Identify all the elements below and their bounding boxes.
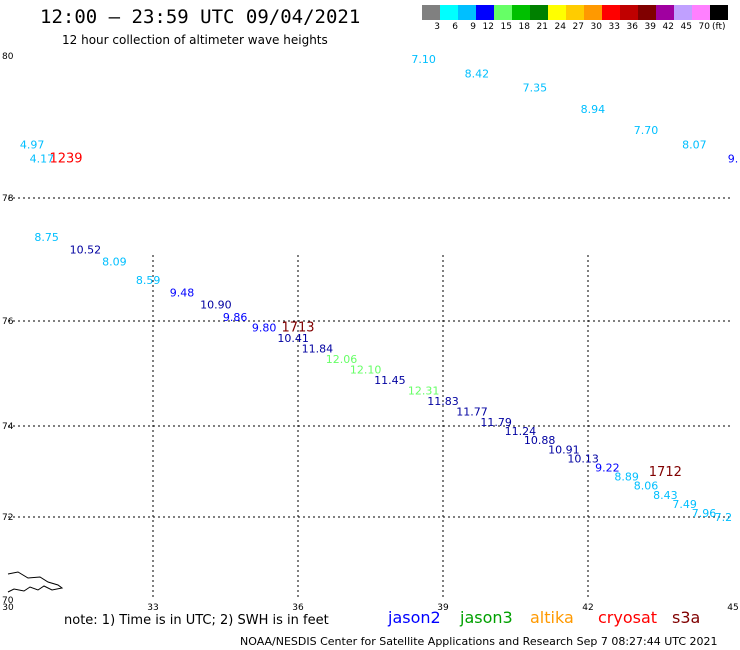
lat-tick-label: 72 xyxy=(2,513,13,523)
lat-tick-label: 70 xyxy=(2,596,14,606)
colorbar-label: 15 xyxy=(500,22,512,32)
satellite-legend-item: s3a xyxy=(672,608,701,627)
wave-height-label: 10.41 xyxy=(277,332,309,345)
colorbar-swatch xyxy=(494,5,512,20)
colorbar-label: 6 xyxy=(452,22,458,32)
colorbar-swatch xyxy=(530,5,548,20)
pass-time-label: 1713 xyxy=(281,321,314,336)
wave-height-label: 7.96 xyxy=(692,507,717,520)
wave-height-label: 10.91 xyxy=(548,443,580,456)
wave-height-label: 7.35 xyxy=(523,82,548,95)
colorbar-label: 3 xyxy=(434,22,440,32)
colorbar-labels: 3 6 9 12 15 18 21 24 27 30 33 36 39 42 45 70 (ft) xyxy=(422,22,726,32)
wave-height-label: 11.45 xyxy=(374,374,406,387)
credit-line: NOAA/NESDIS Center for Satellite Applica… xyxy=(240,635,718,648)
wave-height-label: 9.22 xyxy=(595,462,620,475)
wave-height-label: 9.48 xyxy=(170,286,195,299)
wave-height-label: 9. xyxy=(728,153,739,166)
colorbar-swatch xyxy=(602,5,620,20)
satellite-legend-item: altika xyxy=(530,608,574,627)
wave-height-label: 8.43 xyxy=(653,489,678,502)
wave-height-label: 8.89 xyxy=(614,471,639,484)
colorbar-label: 30 xyxy=(590,22,602,32)
lon-tick-label: 39 xyxy=(437,603,449,613)
colorbar-label: 9 xyxy=(470,22,476,32)
colorbar-swatch xyxy=(620,5,638,20)
map-title: 12:00 — 23:59 UTC 09/04/2021 xyxy=(40,6,361,28)
wave-height-label: 8.59 xyxy=(136,274,161,287)
colorbar-label: 70 xyxy=(698,22,710,32)
colorbar-label: 24 xyxy=(554,22,566,32)
wave-height-label: 4.17 xyxy=(30,153,55,166)
wave-height-label: 7.2 xyxy=(715,511,733,524)
lon-tick-label: 30 xyxy=(2,603,14,613)
wave-height-label: 7.10 xyxy=(411,53,436,66)
lat-tick-label: 80 xyxy=(2,52,14,62)
pass-time-label: 1239 xyxy=(49,152,82,167)
colorbar-label: 27 xyxy=(572,22,584,32)
colorbar-swatch xyxy=(584,5,602,20)
colorbar-swatch xyxy=(674,5,692,20)
colorbar-label: 42 xyxy=(662,22,674,32)
colorbar-swatch xyxy=(692,5,710,20)
wave-height-label: 7.49 xyxy=(672,498,697,511)
lon-tick-label: 42 xyxy=(582,603,593,613)
colorbar-label: 21 xyxy=(536,22,548,32)
lat-tick-label: 76 xyxy=(2,317,14,327)
colorbar-swatch xyxy=(548,5,566,20)
lat-tick-label: 78 xyxy=(2,194,14,204)
colorbar-swatch xyxy=(638,5,656,20)
lon-tick-label: 36 xyxy=(292,603,304,613)
lat-tick-label: 74 xyxy=(2,422,14,432)
colorbar-swatch xyxy=(710,5,728,20)
colorbar-swatch xyxy=(458,5,476,20)
wave-height-label: 12.06 xyxy=(326,353,358,366)
colorbar-swatch xyxy=(440,5,458,20)
colorbar-swatch xyxy=(656,5,674,20)
wave-height-label: 10.88 xyxy=(524,434,556,447)
pass-time-label: 1712 xyxy=(649,465,682,480)
satellite-legend-item: jason3 xyxy=(460,608,513,627)
wave-height-label: 10.90 xyxy=(200,299,232,312)
colorbar-swatch xyxy=(566,5,584,20)
wave-height-label: 10.13 xyxy=(567,452,599,465)
colorbar-swatch xyxy=(422,5,440,20)
colorbar-label: 36 xyxy=(626,22,638,32)
wave-height-label: 11.83 xyxy=(427,395,459,408)
wave-height-label: 7.70 xyxy=(634,124,659,137)
colorbar-swatch xyxy=(512,5,530,20)
wave-height-label: 8.06 xyxy=(634,480,659,493)
wave-height-label: 12.10 xyxy=(350,364,382,377)
colorbar-unit: (ft) xyxy=(712,22,726,32)
colorbar-label: 45 xyxy=(680,22,692,32)
satellite-legend-item: cryosat xyxy=(598,608,658,627)
wave-height-label: 8.07 xyxy=(682,138,707,151)
wave-height-label: 10.52 xyxy=(70,243,102,256)
colorbar-label: 18 xyxy=(518,22,530,32)
lon-tick-label: 45 xyxy=(727,603,738,613)
colorbar xyxy=(422,5,728,20)
wave-height-label: 8.75 xyxy=(34,231,59,244)
colorbar-label: 12 xyxy=(482,22,494,32)
wave-height-label: 4.97 xyxy=(20,138,45,151)
wave-height-label: 8.42 xyxy=(465,67,490,80)
wave-height-label: 11.79 xyxy=(480,416,512,429)
colorbar-label: 39 xyxy=(644,22,656,32)
colorbar-label: 33 xyxy=(608,22,620,32)
wave-height-label: 9.80 xyxy=(252,322,277,335)
wave-height-label: 8.94 xyxy=(581,103,606,116)
wave-height-label: 8.09 xyxy=(102,256,127,269)
coastline xyxy=(7,571,64,593)
satellite-legend-item: jason2 xyxy=(388,608,441,627)
wave-height-label: 11.84 xyxy=(302,343,334,356)
note-text: note: 1) Time is in UTC; 2) SWH is in fe… xyxy=(64,613,329,628)
map-subtitle: 12 hour collection of altimeter wave hei… xyxy=(62,33,328,47)
lon-tick-label: 33 xyxy=(147,603,158,613)
colorbar-swatch xyxy=(476,5,494,20)
wave-height-label: 12.31 xyxy=(408,385,440,398)
wave-height-label: 11.77 xyxy=(456,406,488,419)
wave-height-label: 11.24 xyxy=(505,425,537,438)
wave-height-label: 9.86 xyxy=(223,311,248,324)
